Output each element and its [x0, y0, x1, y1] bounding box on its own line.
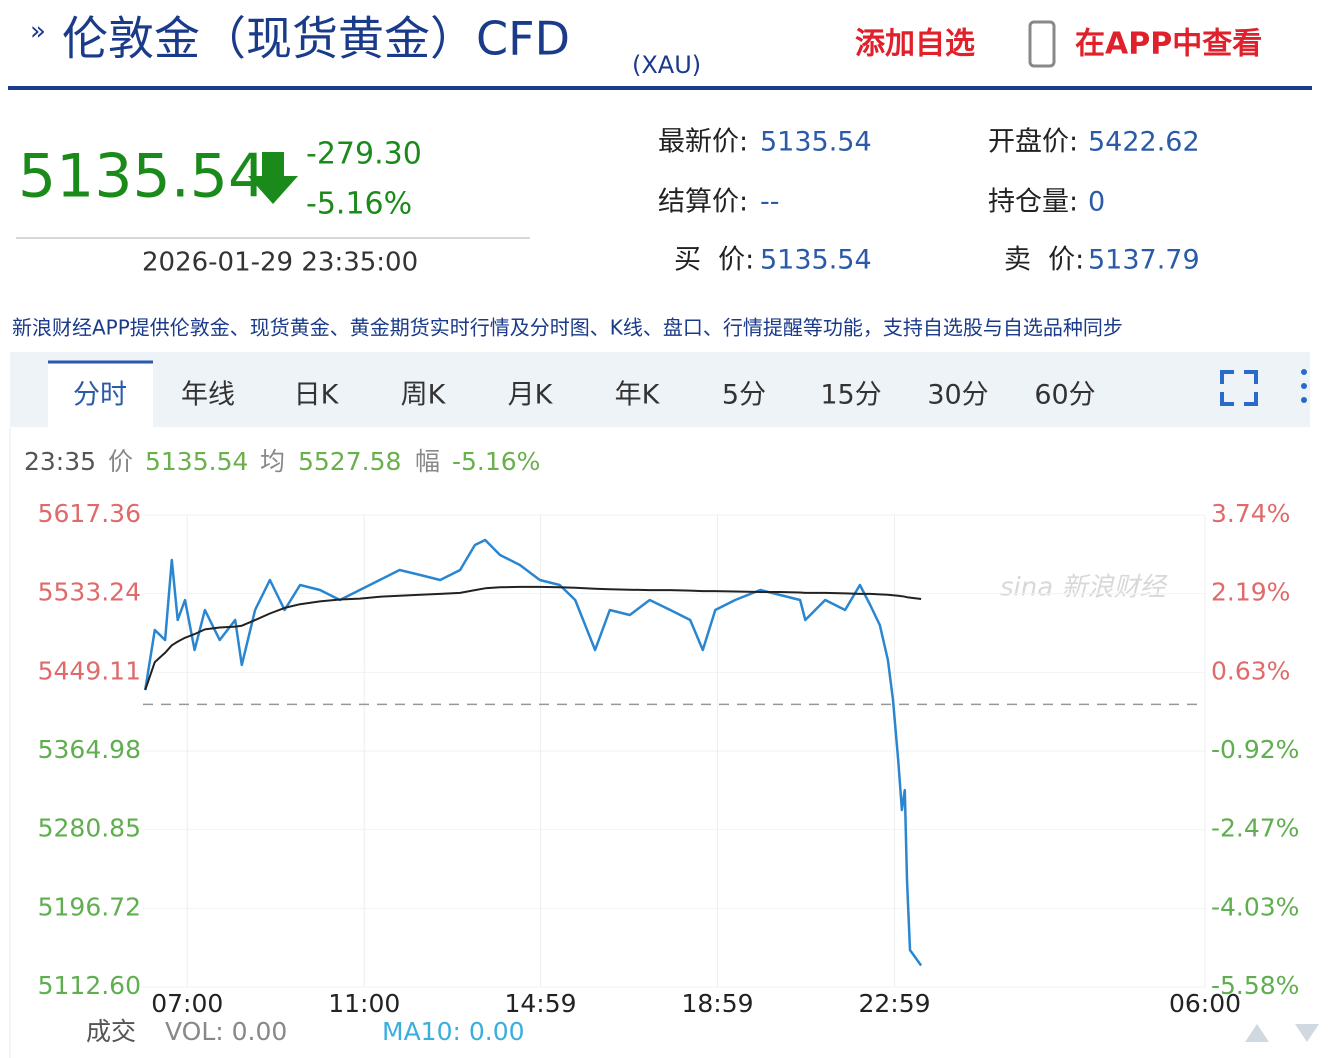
page-title: 伦敦金（现货黄金）CFD — [62, 12, 570, 66]
field-label: 最新价: — [658, 127, 748, 158]
tab[interactable]: 日K — [294, 380, 340, 411]
x-tick-label: 11:00 — [328, 989, 400, 1018]
tab[interactable]: 月K — [508, 380, 554, 411]
y2-tick-label: -5.58% — [1211, 971, 1299, 1000]
x-tick-label: 06:00 — [1169, 989, 1241, 1018]
y2-tick-label: -4.03% — [1211, 893, 1299, 922]
tab[interactable]: 5分 — [722, 380, 766, 411]
y-tick-label: 5617.36 — [38, 499, 141, 528]
price: 5135.54 — [18, 142, 266, 212]
down-arrow — [248, 152, 298, 204]
y2-tick-label: -2.47% — [1211, 813, 1299, 842]
y-tick-label: 5449.11 — [38, 656, 141, 685]
y-tick-label: 5533.24 — [38, 578, 141, 607]
field-label: 持仓量: — [988, 187, 1078, 218]
y2-tick-label: -0.92% — [1211, 735, 1299, 764]
volume-label: 成交 — [86, 1017, 136, 1046]
field-value: -- — [760, 187, 780, 218]
y-tick-label: 5112.60 — [38, 971, 141, 1000]
x-tick-label: 07:00 — [151, 989, 223, 1018]
field-value: 5137.79 — [1088, 245, 1200, 276]
info-value: 5527.58 — [298, 447, 401, 476]
tab[interactable]: 15分 — [820, 380, 881, 411]
series-line — [143, 538, 923, 967]
icon: » — [30, 17, 46, 47]
y-tick-label: 5196.72 — [38, 892, 141, 921]
tab[interactable]: 年K — [615, 380, 661, 411]
quote-time: 2026-01-29 23:35:00 — [142, 248, 418, 278]
info-time: 23:35 — [24, 447, 96, 476]
tab[interactable]: 分时 — [73, 380, 127, 411]
y2-tick-label: 0.63% — [1211, 657, 1290, 686]
series-line — [144, 585, 922, 691]
info-label: 均 — [260, 447, 285, 476]
field-value: 5422.62 — [1088, 127, 1200, 158]
ma10: MA10: 0.00 — [382, 1017, 525, 1046]
view-in-app[interactable]: 在APP中查看 — [1075, 27, 1262, 62]
y-tick-label: 5280.85 — [38, 814, 141, 843]
change-pct: -5.16% — [306, 187, 412, 222]
change: -279.30 — [306, 137, 422, 172]
info-value: 5135.54 — [145, 447, 248, 476]
y2-tick-label: 3.74% — [1211, 499, 1290, 528]
watermark: sina 新浪财经 — [1000, 573, 1168, 603]
scroll-down[interactable] — [1295, 1024, 1319, 1042]
volume: VOL: 0.00 — [165, 1017, 287, 1046]
info-value: -5.16% — [452, 447, 540, 476]
phone-icon — [1028, 20, 1056, 68]
field-label: 结算价: — [658, 187, 748, 218]
field-label: 卖 价: — [1004, 245, 1084, 276]
menu-icon[interactable] — [1301, 369, 1307, 403]
info-label: 价 — [108, 447, 133, 476]
promo: 新浪财经APP提供伦敦金、现货黄金、黄金期货实时行情及分时图、K线、盘口、行情提… — [12, 316, 1123, 340]
tab[interactable]: 周K — [401, 380, 447, 411]
fullscreen-icon[interactable] — [1220, 370, 1258, 406]
tab[interactable]: 60分 — [1034, 380, 1095, 411]
field-value: 5135.54 — [760, 245, 872, 276]
x-tick-label: 22:59 — [858, 989, 930, 1018]
add-watchlist[interactable]: 添加自选 — [855, 27, 975, 62]
active-tab — [48, 362, 153, 428]
tab[interactable]: 30分 — [927, 380, 988, 411]
code: (XAU) — [632, 51, 701, 79]
tab[interactable]: 年线 — [181, 380, 235, 411]
y-tick-label: 5364.98 — [38, 735, 141, 764]
field-value: 5135.54 — [760, 127, 872, 158]
field-label: 买 价: — [674, 245, 754, 276]
x-tick-label: 14:59 — [504, 989, 576, 1018]
scroll-up[interactable] — [1245, 1024, 1269, 1042]
tab-bar — [10, 352, 1310, 427]
x-tick-label: 18:59 — [681, 989, 753, 1018]
field-label: 开盘价: — [988, 127, 1078, 158]
y2-tick-label: 2.19% — [1211, 577, 1290, 606]
field-value: 0 — [1088, 187, 1105, 218]
info-label: 幅 — [415, 447, 440, 476]
